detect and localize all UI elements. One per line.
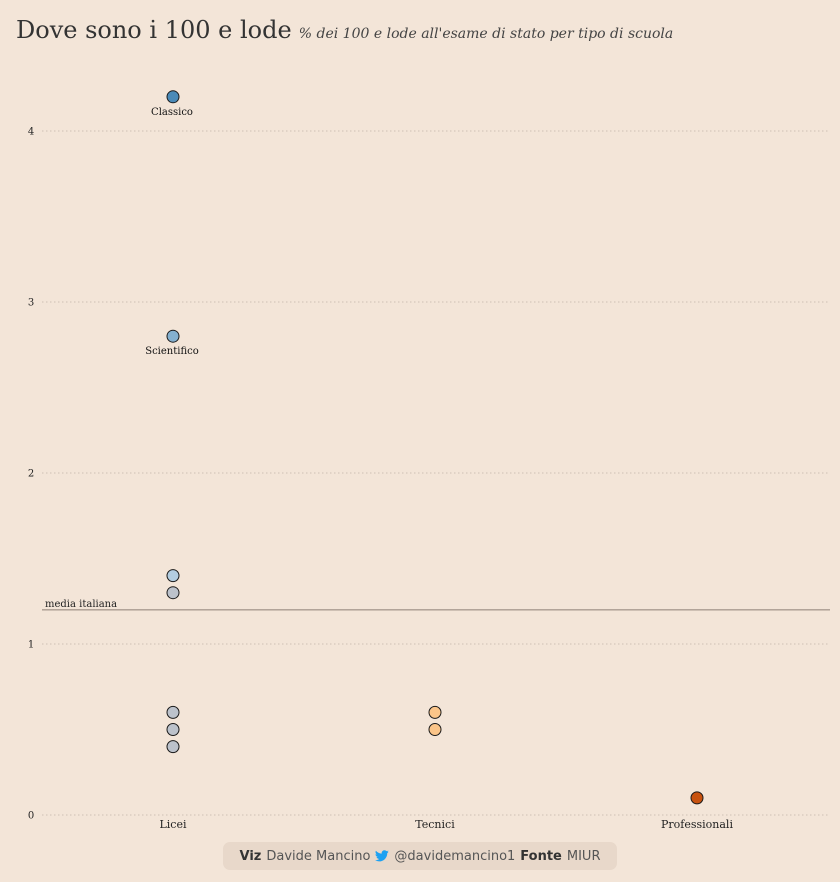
- axis-labels: 0 1 2 3 4 Licei Tecnici Professionali: [28, 127, 734, 832]
- chart-title: Dove sono i 100 e lode: [16, 16, 292, 44]
- y-tick-label: 2: [28, 469, 34, 480]
- data-point: [166, 723, 180, 736]
- data-point-label: Scientifico: [145, 346, 199, 357]
- twitter-bird-icon: [375, 850, 390, 862]
- chart-subtitle: % dei 100 e lode all'esame di stato per …: [298, 26, 674, 42]
- twitter-handle: @davidemancino1: [394, 848, 516, 864]
- data-point: [166, 740, 180, 754]
- viz-author: Davide Mancino: [266, 848, 371, 864]
- data-point: [690, 791, 704, 805]
- data-point: [428, 705, 442, 719]
- viz-label: Viz: [239, 848, 262, 864]
- data-point: [166, 569, 180, 583]
- x-category-label: Professionali: [661, 818, 733, 831]
- x-category-label: Tecnici: [415, 818, 455, 831]
- reference-line-group: media italiana: [42, 599, 830, 611]
- data-point: [166, 329, 180, 343]
- data-point: [166, 586, 180, 600]
- data-point: [166, 90, 180, 104]
- grid-lines: [42, 130, 830, 816]
- y-tick-label: 3: [28, 298, 34, 309]
- reference-line-label: media italiana: [45, 599, 117, 610]
- caption-box: Viz Davide Mancino @davidemancino1 Fonte…: [223, 842, 617, 870]
- y-tick-label: 1: [28, 640, 34, 651]
- source-label: Fonte: [520, 848, 562, 864]
- data-point-label: Classico: [151, 107, 193, 118]
- data-points: Classico Scientifico: [145, 90, 704, 805]
- y-tick-label: 0: [28, 811, 34, 822]
- data-point: [166, 705, 180, 719]
- chart-header: Dove sono i 100 e lode % dei 100 e lode …: [16, 16, 836, 44]
- y-tick-label: 4: [28, 127, 34, 138]
- x-category-label: Licei: [159, 818, 186, 831]
- source-name: MIUR: [566, 848, 601, 864]
- data-point: [428, 723, 442, 736]
